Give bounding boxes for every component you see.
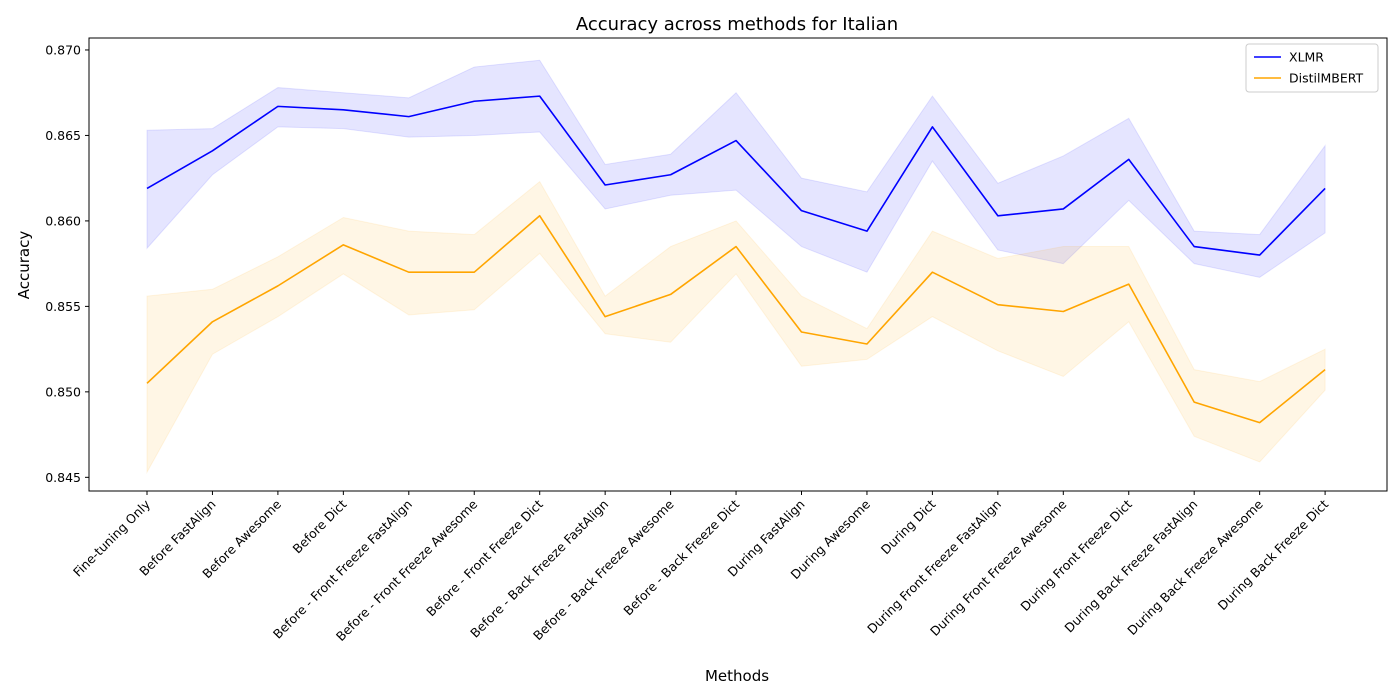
legend-frame xyxy=(1245,43,1379,93)
y-axis-title: Accuracy xyxy=(15,231,33,300)
xlmr-band xyxy=(146,59,1326,278)
xlmr-line xyxy=(146,95,1326,256)
y-tick-label: 0.845 xyxy=(45,470,81,485)
x-tick-label: Before - Back Freeze FastAlign xyxy=(467,497,611,641)
x-tick-label: Before Dict xyxy=(290,496,350,556)
y-tick-label: 0.855 xyxy=(45,299,81,314)
x-tick-label: During Front Freeze Awesome xyxy=(927,496,1070,639)
y-axis-ticks: 0.845 0.850 0.855 0.860 0.865 0.870 xyxy=(45,42,89,485)
x-tick-label: During Back Freeze Awesome xyxy=(1124,496,1266,638)
y-tick-label: 0.850 xyxy=(45,384,81,399)
y-tick-label: 0.870 xyxy=(45,42,81,57)
legend: XLMR DistilMBERT xyxy=(1245,43,1379,93)
series-lines xyxy=(146,95,1326,424)
confidence-bands xyxy=(146,59,1326,475)
legend-label-xlmr: XLMR xyxy=(1289,50,1324,65)
y-tick-label: 0.865 xyxy=(45,128,81,143)
y-tick-label: 0.860 xyxy=(45,213,81,228)
x-axis-title: Methods xyxy=(705,667,769,685)
legend-label-distilmbert: DistilMBERT xyxy=(1289,71,1363,86)
x-tick-label: Before - Front Freeze Awesome xyxy=(333,496,481,644)
distilmbert-line xyxy=(146,214,1326,424)
plot-frame xyxy=(88,37,1388,492)
x-tick-label: During Front Freeze FastAlign xyxy=(864,497,1004,637)
x-tick-label: Before - Back Freeze Dict xyxy=(620,496,742,618)
distilmbert-band xyxy=(146,180,1326,475)
axes xyxy=(88,37,1388,492)
x-tick-label: During Back Freeze Dict xyxy=(1215,496,1332,613)
x-tick-label: During Back Freeze FastAlign xyxy=(1061,497,1200,636)
x-tick-label: Before - Front Freeze FastAlign xyxy=(270,497,415,642)
x-tick-label: Before - Back Freeze Awesome xyxy=(530,496,677,643)
chart-title: Accuracy across methods for Italian xyxy=(576,14,898,35)
x-tick-label: Before - Front Freeze Dict xyxy=(423,496,546,619)
x-tick-label: During Dict xyxy=(878,496,939,557)
x-tick-label: During Front Freeze Dict xyxy=(1017,496,1135,614)
